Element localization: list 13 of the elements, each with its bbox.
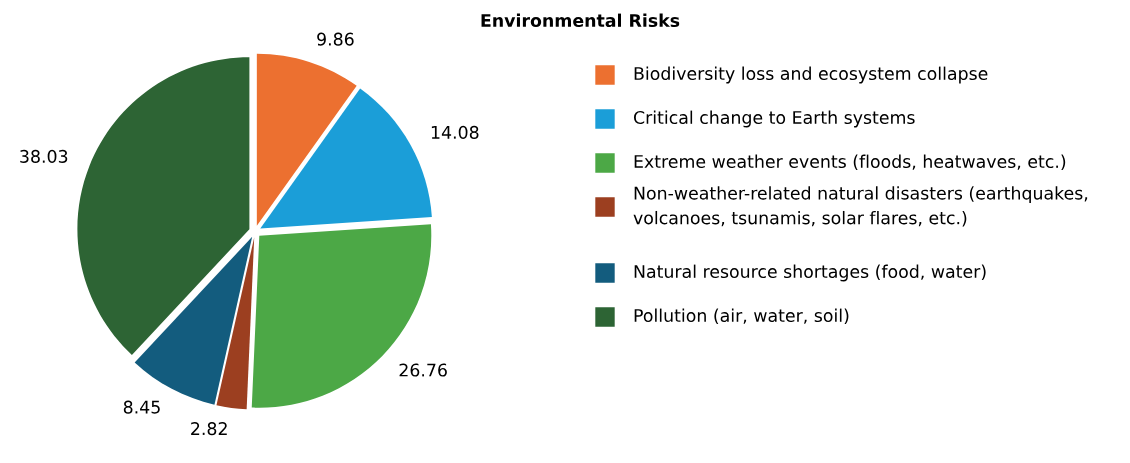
data-label: 8.45 [123, 400, 160, 414]
chart-title: Environmental Risks [481, 13, 680, 28]
data-label: 14.08 [431, 125, 479, 139]
data-label: 26.76 [399, 363, 447, 377]
legend-label: Extreme weather events (floods, heatwaves, etc.) [634, 154, 1066, 171]
legend-label: Biodiversity loss and ecosystem collapse [634, 66, 988, 84]
legend-label: Critical change to Earth systems [633, 110, 915, 128]
legend-label: Non-weather-related natural disasters (earthquakes, volcanoes, tsunamis, solar flares, etc.) [633, 186, 1088, 227]
data-label: 2.82 [191, 422, 227, 436]
legend-label: Pollution (air, water, soil) [634, 308, 849, 325]
data-label: 38.03 [20, 149, 68, 163]
data-label: 9.86 [317, 32, 354, 46]
legend-label: Natural resource shortages (food, water) [634, 264, 986, 282]
